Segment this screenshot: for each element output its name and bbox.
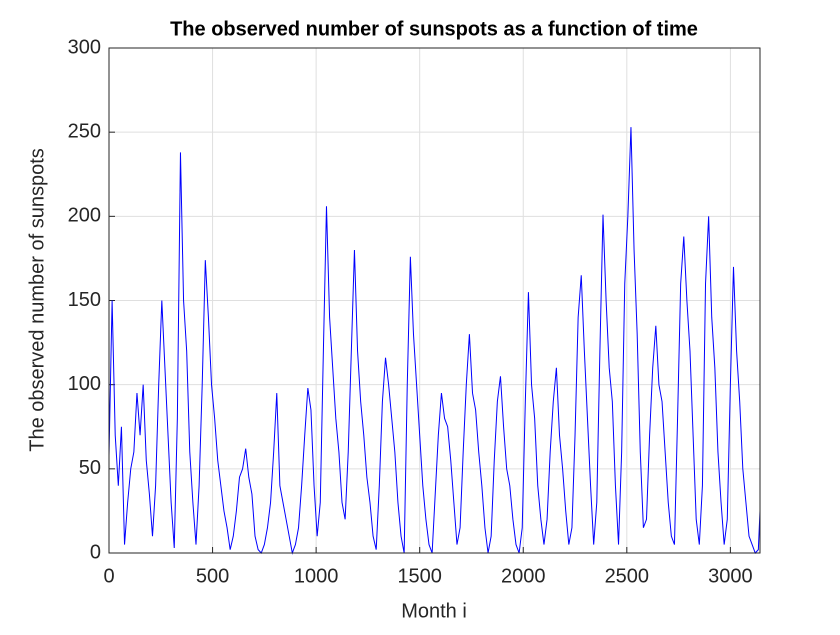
chart-title: The observed number of sunspots as a fun…	[170, 18, 698, 40]
x-tick-label: 2500	[605, 565, 650, 587]
y-tick-label: 50	[79, 457, 101, 479]
y-tick-label: 250	[68, 120, 101, 142]
y-tick-label: 0	[90, 541, 101, 563]
x-axis-label: Month i	[401, 600, 467, 622]
y-tick-label: 100	[68, 373, 101, 395]
x-tick-label: 1500	[397, 565, 442, 587]
y-axis-label: The observed number of sunspots	[26, 148, 48, 452]
x-tick-label: 1000	[294, 565, 339, 587]
data-line	[108, 127, 761, 555]
y-tick-label: 200	[68, 205, 101, 227]
y-tick-label: 300	[68, 36, 101, 58]
x-tick-label: 2000	[501, 565, 546, 587]
x-tick-label: 0	[103, 565, 114, 587]
x-tick-label: 3000	[708, 565, 753, 587]
axes-box	[108, 47, 761, 554]
x-tick-label: 500	[196, 565, 229, 587]
y-tick-label: 150	[68, 289, 101, 311]
